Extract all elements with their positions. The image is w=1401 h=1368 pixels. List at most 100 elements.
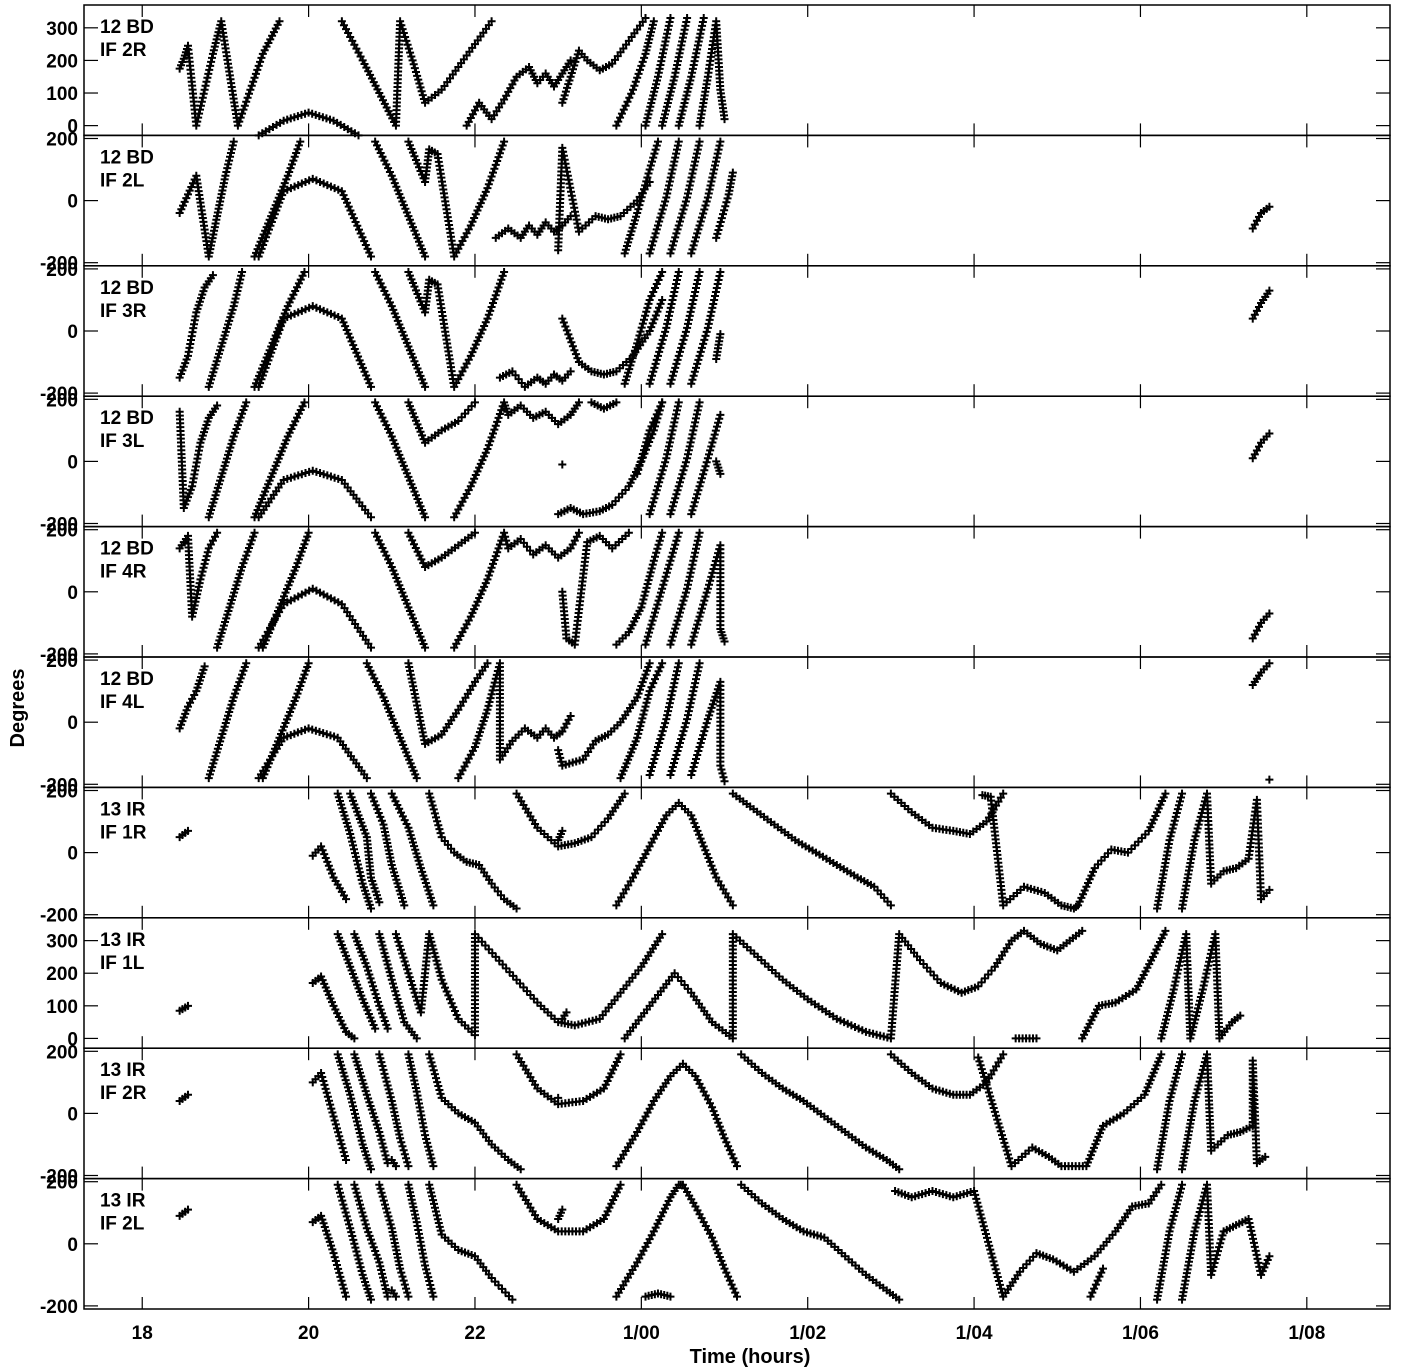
data-point	[384, 1085, 393, 1094]
data-point	[648, 502, 657, 511]
data-point	[290, 697, 299, 706]
data-point	[414, 856, 423, 865]
data-point	[480, 452, 489, 461]
data-point	[258, 371, 267, 380]
data-point	[270, 465, 279, 474]
data-point	[494, 283, 503, 292]
data-point	[1001, 1142, 1010, 1151]
data-point	[481, 579, 490, 588]
data-point	[640, 53, 649, 62]
data-point	[497, 275, 506, 284]
data-point	[213, 483, 222, 492]
data-point	[405, 346, 414, 355]
data-point	[649, 237, 658, 246]
data-point	[646, 568, 655, 577]
data-point	[276, 322, 285, 331]
data-point	[366, 974, 375, 983]
data-point	[1146, 823, 1155, 832]
data-point	[653, 482, 662, 491]
data-point	[434, 821, 443, 830]
data-point	[564, 330, 573, 339]
data-point	[444, 991, 453, 1000]
data-point	[451, 1007, 460, 1016]
data-point	[238, 670, 247, 679]
data-point	[402, 748, 411, 757]
data-point	[718, 769, 727, 778]
data-point	[654, 275, 663, 284]
data-point	[395, 190, 404, 199]
data-point	[390, 439, 399, 448]
data-point	[405, 402, 414, 411]
data-point	[733, 1162, 741, 1171]
data-point	[643, 694, 652, 703]
data-point	[267, 348, 276, 357]
data-point	[1159, 793, 1168, 802]
data-point	[993, 1115, 1002, 1124]
data-point	[680, 331, 689, 340]
data-point	[375, 1001, 384, 1010]
data-point	[407, 349, 416, 358]
data-point	[396, 1006, 405, 1015]
data-point	[493, 417, 502, 426]
data-point	[656, 663, 665, 672]
data-point	[324, 990, 333, 999]
data-point	[639, 446, 648, 455]
data-point	[337, 314, 346, 323]
data-point	[640, 706, 649, 715]
data-point	[493, 548, 502, 557]
data-point	[478, 195, 487, 204]
data-point	[674, 743, 683, 752]
data-point	[389, 175, 398, 184]
data-point	[563, 83, 572, 92]
data-point	[220, 461, 229, 470]
data-point	[714, 225, 723, 234]
data-point	[360, 237, 369, 246]
data-point	[657, 209, 666, 218]
data-point	[627, 227, 636, 236]
data-point	[404, 823, 413, 832]
data-point	[484, 180, 493, 189]
data-point	[657, 731, 666, 740]
data-point	[974, 1053, 983, 1062]
data-point	[1265, 286, 1274, 295]
data-point	[560, 91, 569, 100]
data-point	[625, 365, 634, 374]
data-point	[279, 443, 288, 452]
data-point	[261, 487, 270, 496]
data-point	[651, 675, 660, 684]
data-point	[500, 528, 509, 537]
data-point	[404, 398, 413, 407]
data-point	[335, 1132, 344, 1141]
data-point	[493, 157, 502, 166]
data-point	[645, 659, 654, 668]
data-point	[222, 324, 231, 333]
data-point	[446, 995, 455, 1004]
data-point	[380, 949, 389, 958]
data-point	[692, 755, 701, 764]
data-point	[675, 739, 684, 748]
data-point	[704, 854, 713, 863]
data-point	[217, 342, 226, 351]
data-point	[480, 582, 489, 591]
data-point	[401, 204, 410, 213]
data-point	[1005, 1154, 1014, 1163]
data-point	[395, 886, 404, 895]
data-point	[651, 283, 660, 292]
data-point	[389, 305, 398, 314]
data-point	[475, 202, 484, 211]
data-point	[468, 608, 477, 617]
data-point	[674, 612, 683, 621]
data-point	[380, 1017, 389, 1026]
data-point	[494, 544, 503, 553]
data-point	[1195, 1077, 1204, 1086]
y-tick-label: 300	[46, 19, 78, 40]
data-point	[421, 879, 430, 888]
data-point	[648, 371, 657, 380]
data-point	[202, 552, 211, 561]
data-point	[693, 490, 702, 499]
data-point	[655, 217, 664, 226]
data-point	[391, 872, 400, 881]
data-point	[285, 167, 294, 176]
data-point	[412, 774, 421, 783]
data-point	[702, 588, 711, 597]
